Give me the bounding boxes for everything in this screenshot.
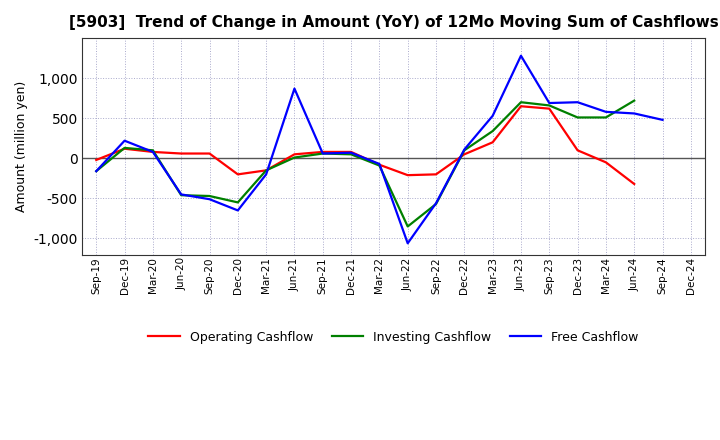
Investing Cashflow bbox=[403, 224, 412, 229]
Free Cashflow bbox=[573, 99, 582, 105]
Operating Cashflow bbox=[517, 103, 526, 109]
Investing Cashflow bbox=[630, 98, 639, 103]
Free Cashflow bbox=[432, 201, 441, 206]
Operating Cashflow bbox=[460, 152, 469, 157]
Operating Cashflow bbox=[403, 172, 412, 178]
Operating Cashflow bbox=[347, 149, 356, 154]
Investing Cashflow bbox=[432, 202, 441, 207]
Line: Operating Cashflow: Operating Cashflow bbox=[96, 106, 634, 184]
Free Cashflow bbox=[545, 100, 554, 106]
Operating Cashflow bbox=[602, 160, 611, 165]
Investing Cashflow bbox=[92, 169, 101, 174]
Operating Cashflow bbox=[148, 149, 157, 154]
Operating Cashflow bbox=[545, 106, 554, 111]
Operating Cashflow bbox=[262, 168, 271, 173]
Investing Cashflow bbox=[602, 115, 611, 120]
Investing Cashflow bbox=[375, 163, 384, 168]
Free Cashflow bbox=[205, 197, 214, 202]
Operating Cashflow bbox=[92, 157, 101, 162]
Line: Free Cashflow: Free Cashflow bbox=[96, 56, 662, 243]
Free Cashflow bbox=[403, 241, 412, 246]
Operating Cashflow bbox=[205, 151, 214, 156]
Operating Cashflow bbox=[375, 162, 384, 167]
Operating Cashflow bbox=[630, 181, 639, 187]
Investing Cashflow bbox=[177, 193, 186, 198]
Free Cashflow bbox=[488, 113, 497, 118]
Operating Cashflow bbox=[318, 149, 327, 154]
Investing Cashflow bbox=[120, 145, 129, 150]
Free Cashflow bbox=[602, 109, 611, 114]
Investing Cashflow bbox=[262, 168, 271, 173]
Free Cashflow bbox=[290, 86, 299, 91]
Free Cashflow bbox=[460, 147, 469, 152]
Operating Cashflow bbox=[120, 146, 129, 151]
Operating Cashflow bbox=[290, 152, 299, 157]
Free Cashflow bbox=[347, 150, 356, 155]
Investing Cashflow bbox=[545, 103, 554, 108]
Investing Cashflow bbox=[488, 128, 497, 134]
Free Cashflow bbox=[630, 111, 639, 116]
Operating Cashflow bbox=[432, 172, 441, 177]
Free Cashflow bbox=[92, 169, 101, 174]
Investing Cashflow bbox=[573, 115, 582, 120]
Operating Cashflow bbox=[573, 148, 582, 153]
Legend: Operating Cashflow, Investing Cashflow, Free Cashflow: Operating Cashflow, Investing Cashflow, … bbox=[143, 326, 644, 348]
Free Cashflow bbox=[375, 161, 384, 167]
Free Cashflow bbox=[262, 172, 271, 177]
Free Cashflow bbox=[233, 208, 242, 213]
Investing Cashflow bbox=[318, 151, 327, 156]
Operating Cashflow bbox=[488, 139, 497, 145]
Investing Cashflow bbox=[233, 200, 242, 205]
Investing Cashflow bbox=[290, 155, 299, 160]
Operating Cashflow bbox=[177, 151, 186, 156]
Investing Cashflow bbox=[347, 152, 356, 157]
Investing Cashflow bbox=[148, 148, 157, 153]
Title: [5903]  Trend of Change in Amount (YoY) of 12Mo Moving Sum of Cashflows: [5903] Trend of Change in Amount (YoY) o… bbox=[68, 15, 719, 30]
Investing Cashflow bbox=[517, 99, 526, 105]
Free Cashflow bbox=[318, 151, 327, 156]
Free Cashflow bbox=[177, 192, 186, 197]
Line: Investing Cashflow: Investing Cashflow bbox=[96, 101, 634, 227]
Operating Cashflow bbox=[233, 172, 242, 177]
Y-axis label: Amount (million yen): Amount (million yen) bbox=[15, 81, 28, 212]
Free Cashflow bbox=[517, 53, 526, 59]
Free Cashflow bbox=[658, 117, 667, 122]
Investing Cashflow bbox=[460, 148, 469, 153]
Investing Cashflow bbox=[205, 193, 214, 198]
Free Cashflow bbox=[120, 138, 129, 143]
Free Cashflow bbox=[148, 149, 157, 154]
